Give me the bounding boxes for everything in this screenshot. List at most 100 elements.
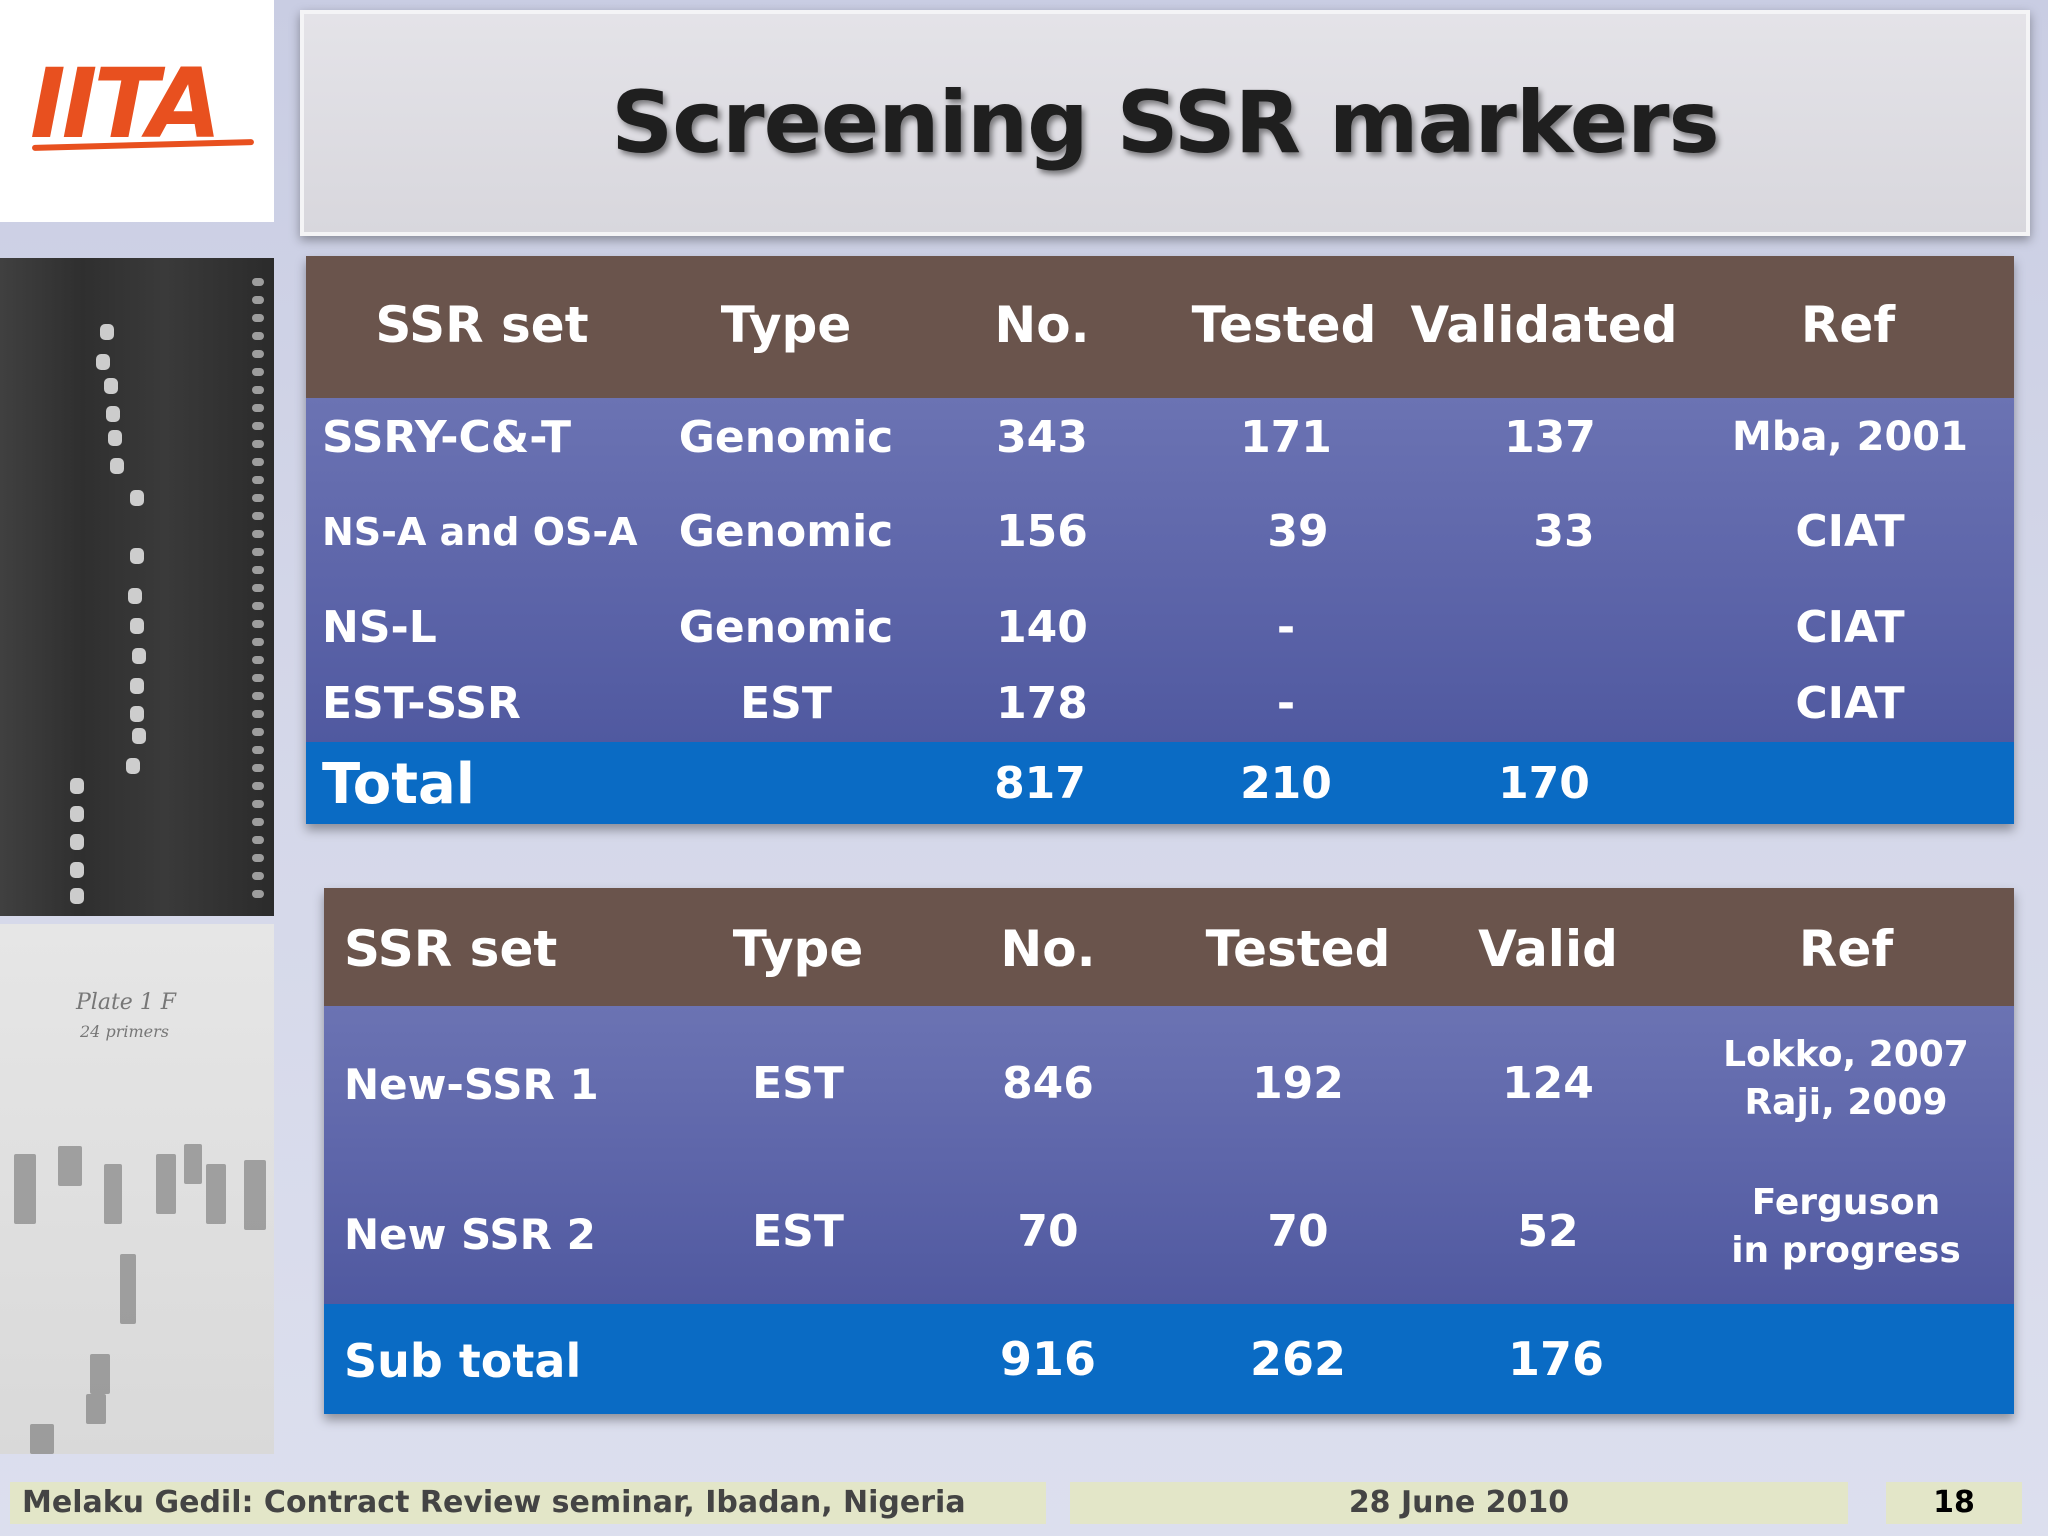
gel-light-band	[30, 1424, 54, 1454]
gel-dark-band	[130, 490, 144, 506]
gel-ladder-band	[252, 764, 264, 772]
table1-header-no: No.	[994, 296, 1090, 354]
table2-row2-tested: 70	[1267, 1206, 1329, 1257]
table1-row4-set: EST-SSR	[322, 678, 521, 729]
table1-row2-no: 156	[996, 506, 1088, 557]
gel-dark-band	[130, 678, 144, 694]
gel-ladder-band	[252, 872, 264, 880]
gel-ladder-band	[252, 818, 264, 826]
table2-header-no: No.	[1000, 920, 1096, 978]
gel-ladder-band	[252, 800, 264, 808]
gel-ladder-band	[252, 278, 264, 286]
table1-row1-tested: 171	[1240, 412, 1332, 463]
gel-dark-band	[104, 378, 118, 394]
table1-row2-type: Genomic	[678, 506, 894, 557]
table2-row1-tested: 192	[1252, 1058, 1344, 1109]
table2-header-type: Type	[732, 920, 864, 978]
gel-ladder-band	[252, 386, 264, 394]
gel-light-band	[14, 1154, 36, 1224]
title-banner: Screening SSR markers	[300, 10, 2030, 236]
slide-title: Screening SSR markers	[611, 73, 1719, 173]
table2-subtotal-no: 916	[999, 1332, 1097, 1386]
gel-dark-band	[128, 588, 142, 604]
table1-header-validated: Validated	[1410, 296, 1678, 354]
gel-dark-band	[132, 648, 146, 664]
gel-dark-band	[106, 406, 120, 422]
table1-header-tested: Tested	[1191, 296, 1377, 354]
gel-ladder-band	[252, 674, 264, 682]
gel-light-band	[86, 1394, 106, 1424]
table2-row1-set: New-SSR 1	[344, 1060, 599, 1109]
table1-row4-tested: -	[1276, 678, 1296, 729]
gel-ladder-band	[252, 584, 264, 592]
table2-header-ref: Ref	[1798, 920, 1894, 978]
gel-light-band	[206, 1164, 226, 1224]
gel-light-band	[104, 1164, 122, 1224]
table1-row3-set: NS-L	[322, 602, 437, 653]
footer-presenter: Melaku Gedil: Contract Review seminar, I…	[10, 1482, 1046, 1524]
gel-ladder-band	[252, 890, 264, 898]
gel-ladder-band	[252, 404, 264, 412]
table1-row2-tested: 39	[1267, 506, 1329, 557]
table2-subtotal-label: Sub total	[344, 1334, 582, 1388]
gel-light-band	[90, 1354, 110, 1394]
table2-body: New-SSR 1 EST 846 192 124 Lokko, 2007 Ra…	[324, 1006, 2014, 1304]
table1-row2-validated: 33	[1533, 506, 1595, 557]
gel-ladder-band	[252, 440, 264, 448]
gel-ladder-band	[252, 656, 264, 664]
table1-row4-type: EST	[740, 678, 832, 729]
gel-image-dark	[0, 258, 274, 916]
table1-row4-no: 178	[996, 678, 1088, 729]
gel-ladder-band	[252, 854, 264, 862]
gel-ladder-band	[252, 620, 264, 628]
table1-row3-tested: -	[1276, 602, 1296, 653]
table1-row1-type: Genomic	[678, 412, 894, 463]
table2-row1-ref-line2: Raji, 2009	[1744, 1082, 1948, 1123]
table1-row2-ref: CIAT	[1795, 506, 1905, 557]
footer-page-number: 18	[1886, 1482, 2022, 1524]
gel-ladder-band	[252, 710, 264, 718]
logo-panel: IITA	[0, 0, 274, 222]
table2-row1-ref-line1: Lokko, 2007	[1723, 1034, 1969, 1075]
table2-header-valid: Valid	[1478, 920, 1618, 978]
table1-row1-no: 343	[996, 412, 1088, 463]
gel-ladder-band	[252, 602, 264, 610]
footer-date: 28 June 2010	[1070, 1482, 1848, 1524]
table1-total-label: Total	[322, 752, 475, 817]
gel-light-band	[244, 1160, 266, 1230]
table2-header-tested: Tested	[1205, 920, 1391, 978]
gel-dark-band	[126, 758, 140, 774]
gel-ladder-band	[252, 476, 264, 484]
gel-ladder-band	[252, 332, 264, 340]
table1-header-type: Type	[720, 296, 852, 354]
gel-ladder-band	[252, 692, 264, 700]
gel-dark-band	[100, 324, 114, 340]
gel-dark-band	[108, 430, 122, 446]
gel-ladder-band	[252, 314, 264, 322]
table2-header-set: SSR set	[344, 920, 558, 978]
table1-body: SSRY-C&-T Genomic 343 171 137 Mba, 2001 …	[306, 398, 2014, 742]
table1-row1-validated: 137	[1504, 412, 1596, 463]
table2-subtotal-valid: 176	[1507, 1332, 1605, 1386]
gel-dark-band	[70, 806, 84, 822]
gel-dark-band	[70, 834, 84, 850]
table2-row2-ref-line1: Ferguson	[1751, 1182, 1941, 1223]
table1-total-validated: 170	[1498, 758, 1590, 809]
gel-dark-band	[130, 548, 144, 564]
gel-ladder-band	[252, 512, 264, 520]
gel-dark-band	[70, 778, 84, 794]
table1-row3-no: 140	[996, 602, 1088, 653]
gel-dark-band	[70, 888, 84, 904]
table1-header-set: SSR set	[375, 296, 589, 354]
ssr-table-1: SSR set Type No. Tested Validated Ref SS…	[306, 256, 2014, 824]
table2-header: SSR set Type No. Tested Valid Ref	[324, 888, 2014, 1006]
table1-header-ref: Ref	[1800, 296, 1896, 354]
gel-note-line2: 24 primers	[80, 1022, 169, 1041]
gel-light-band	[156, 1154, 176, 1214]
gel-ladder-band	[252, 782, 264, 790]
gel-light-band	[184, 1144, 202, 1184]
gel-dark-band	[96, 354, 110, 370]
table2-row2-set: New SSR 2	[344, 1210, 596, 1259]
gel-note-line1: Plate 1 F	[76, 990, 177, 1015]
table1-row1-ref: Mba, 2001	[1732, 414, 1968, 460]
